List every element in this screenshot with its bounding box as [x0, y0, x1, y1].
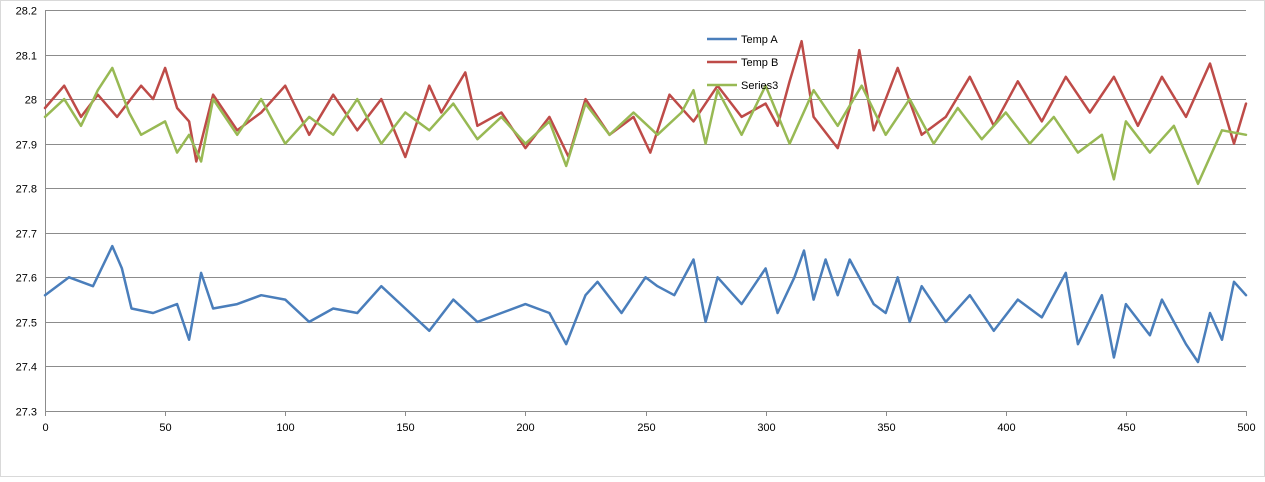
x-tick-label: 350	[877, 422, 895, 434]
legend-label-1: Temp B	[741, 57, 778, 69]
x-tick-label: 100	[276, 422, 294, 434]
series-lines	[43, 39, 1248, 364]
series-line-1	[43, 39, 1248, 163]
x-tick-label: 150	[396, 422, 414, 434]
x-tick-label: 500	[1237, 422, 1255, 434]
y-tick-label: 28.2	[16, 6, 37, 18]
y-tick-label: 27.9	[16, 140, 37, 152]
series-line-2	[43, 66, 1248, 186]
legend-label-0: Temp A	[741, 34, 778, 46]
series-line-0	[43, 244, 1248, 364]
x-tick-label: 400	[997, 422, 1015, 434]
y-tick-label: 27.8	[16, 184, 37, 196]
y-tick-label: 28.1	[16, 51, 37, 63]
y-tick-label: 27.3	[16, 407, 37, 419]
y-tick-label: 27.5	[16, 318, 37, 330]
x-tick-label: 50	[159, 422, 171, 434]
y-tick-label: 27.6	[16, 273, 37, 285]
x-tick-label: 0	[42, 422, 48, 434]
gridlines	[45, 10, 1246, 412]
x-tick-label: 300	[757, 422, 775, 434]
y-tick-label: 27.7	[16, 229, 37, 241]
axes: 27.3 27.4 27.5 27.6 27.7 27.8 27.9 28 28.1 28.2 0 5…	[16, 6, 1256, 435]
y-tick-label: 28	[25, 95, 37, 107]
x-tick-label: 200	[516, 422, 534, 434]
y-tick-label: 27.4	[16, 362, 37, 374]
legend-label-2: Series3	[741, 80, 778, 92]
legend: Temp A Temp B Series3	[707, 34, 778, 92]
x-tick-label: 450	[1117, 422, 1135, 434]
x-tick-label: 250	[637, 422, 655, 434]
